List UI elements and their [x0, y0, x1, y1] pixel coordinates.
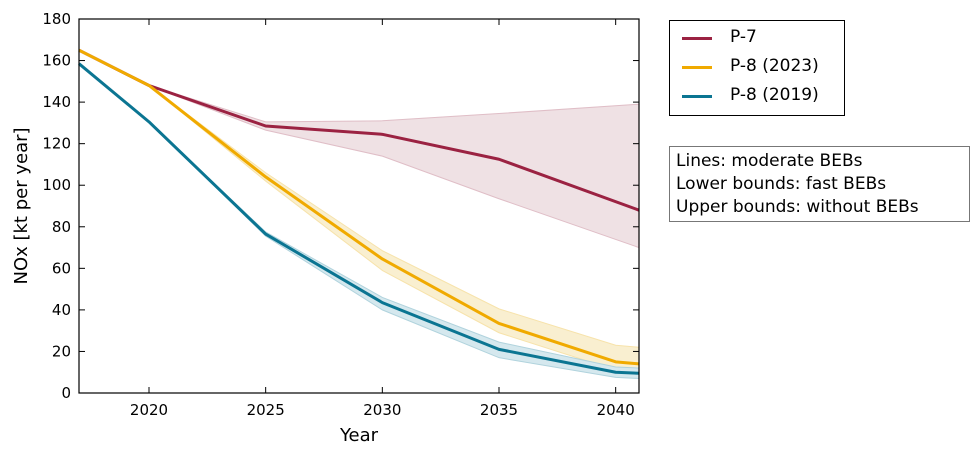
- y-tick-label: 20: [52, 342, 71, 360]
- y-tick-label: 140: [42, 93, 71, 111]
- x-tick-label: 2035: [480, 401, 518, 419]
- x-tick-label: 2030: [363, 401, 401, 419]
- y-tick-label: 0: [61, 384, 71, 402]
- legend-label-p8-2019: P-8 (2019): [730, 85, 819, 105]
- plot-frame: [78, 18, 640, 394]
- x-tick-label: 2025: [247, 401, 285, 419]
- legend-label-p7: P-7: [730, 27, 757, 47]
- y-tick-label: 40: [52, 301, 71, 319]
- y-tick-label: 160: [42, 52, 71, 70]
- note-line-lines: Lines: moderate BEBs: [676, 151, 863, 171]
- x-tick-label: 2040: [597, 401, 635, 419]
- legend: P-7 P-8 (2023) P-8 (2019): [669, 20, 845, 116]
- legend-item-p7: P-7: [670, 25, 844, 53]
- line-p-8-2023: [78, 48, 640, 366]
- uncertainty-bands: [78, 49, 640, 379]
- note-line-lower-bounds: Lower bounds: fast BEBs: [676, 174, 887, 194]
- legend-item-p8-2019: P-8 (2019): [670, 83, 844, 111]
- bounds-note-box: Lines: moderate BEBs Lower bounds: fast …: [669, 146, 970, 222]
- legend-swatch-p7: [682, 37, 712, 40]
- y-tick-label: 100: [42, 176, 71, 194]
- y-axis-ticks: 0 20 40 60 80 100 120 140 160 180: [42, 10, 639, 402]
- y-tick-label: 80: [52, 218, 71, 236]
- legend-swatch-p8-2023: [682, 66, 712, 69]
- line-p-8-2019: [78, 62, 640, 375]
- series-lines: [78, 48, 640, 375]
- y-axis-label: NOx [kt per year]: [11, 127, 32, 284]
- legend-label-p8-2023: P-8 (2023): [730, 56, 819, 76]
- x-axis-label: Year: [339, 425, 379, 446]
- legend-swatch-p8-2019: [682, 95, 712, 98]
- x-axis-ticks: 2020 2025 2030 2035 2040: [130, 19, 635, 419]
- x-tick-label: 2020: [130, 401, 168, 419]
- note-line-upper-bounds: Upper bounds: without BEBs: [676, 197, 919, 217]
- y-tick-label: 120: [42, 135, 71, 153]
- y-tick-label: 60: [52, 259, 71, 277]
- y-tick-label: 180: [42, 10, 71, 28]
- legend-item-p8-2023: P-8 (2023): [670, 54, 844, 82]
